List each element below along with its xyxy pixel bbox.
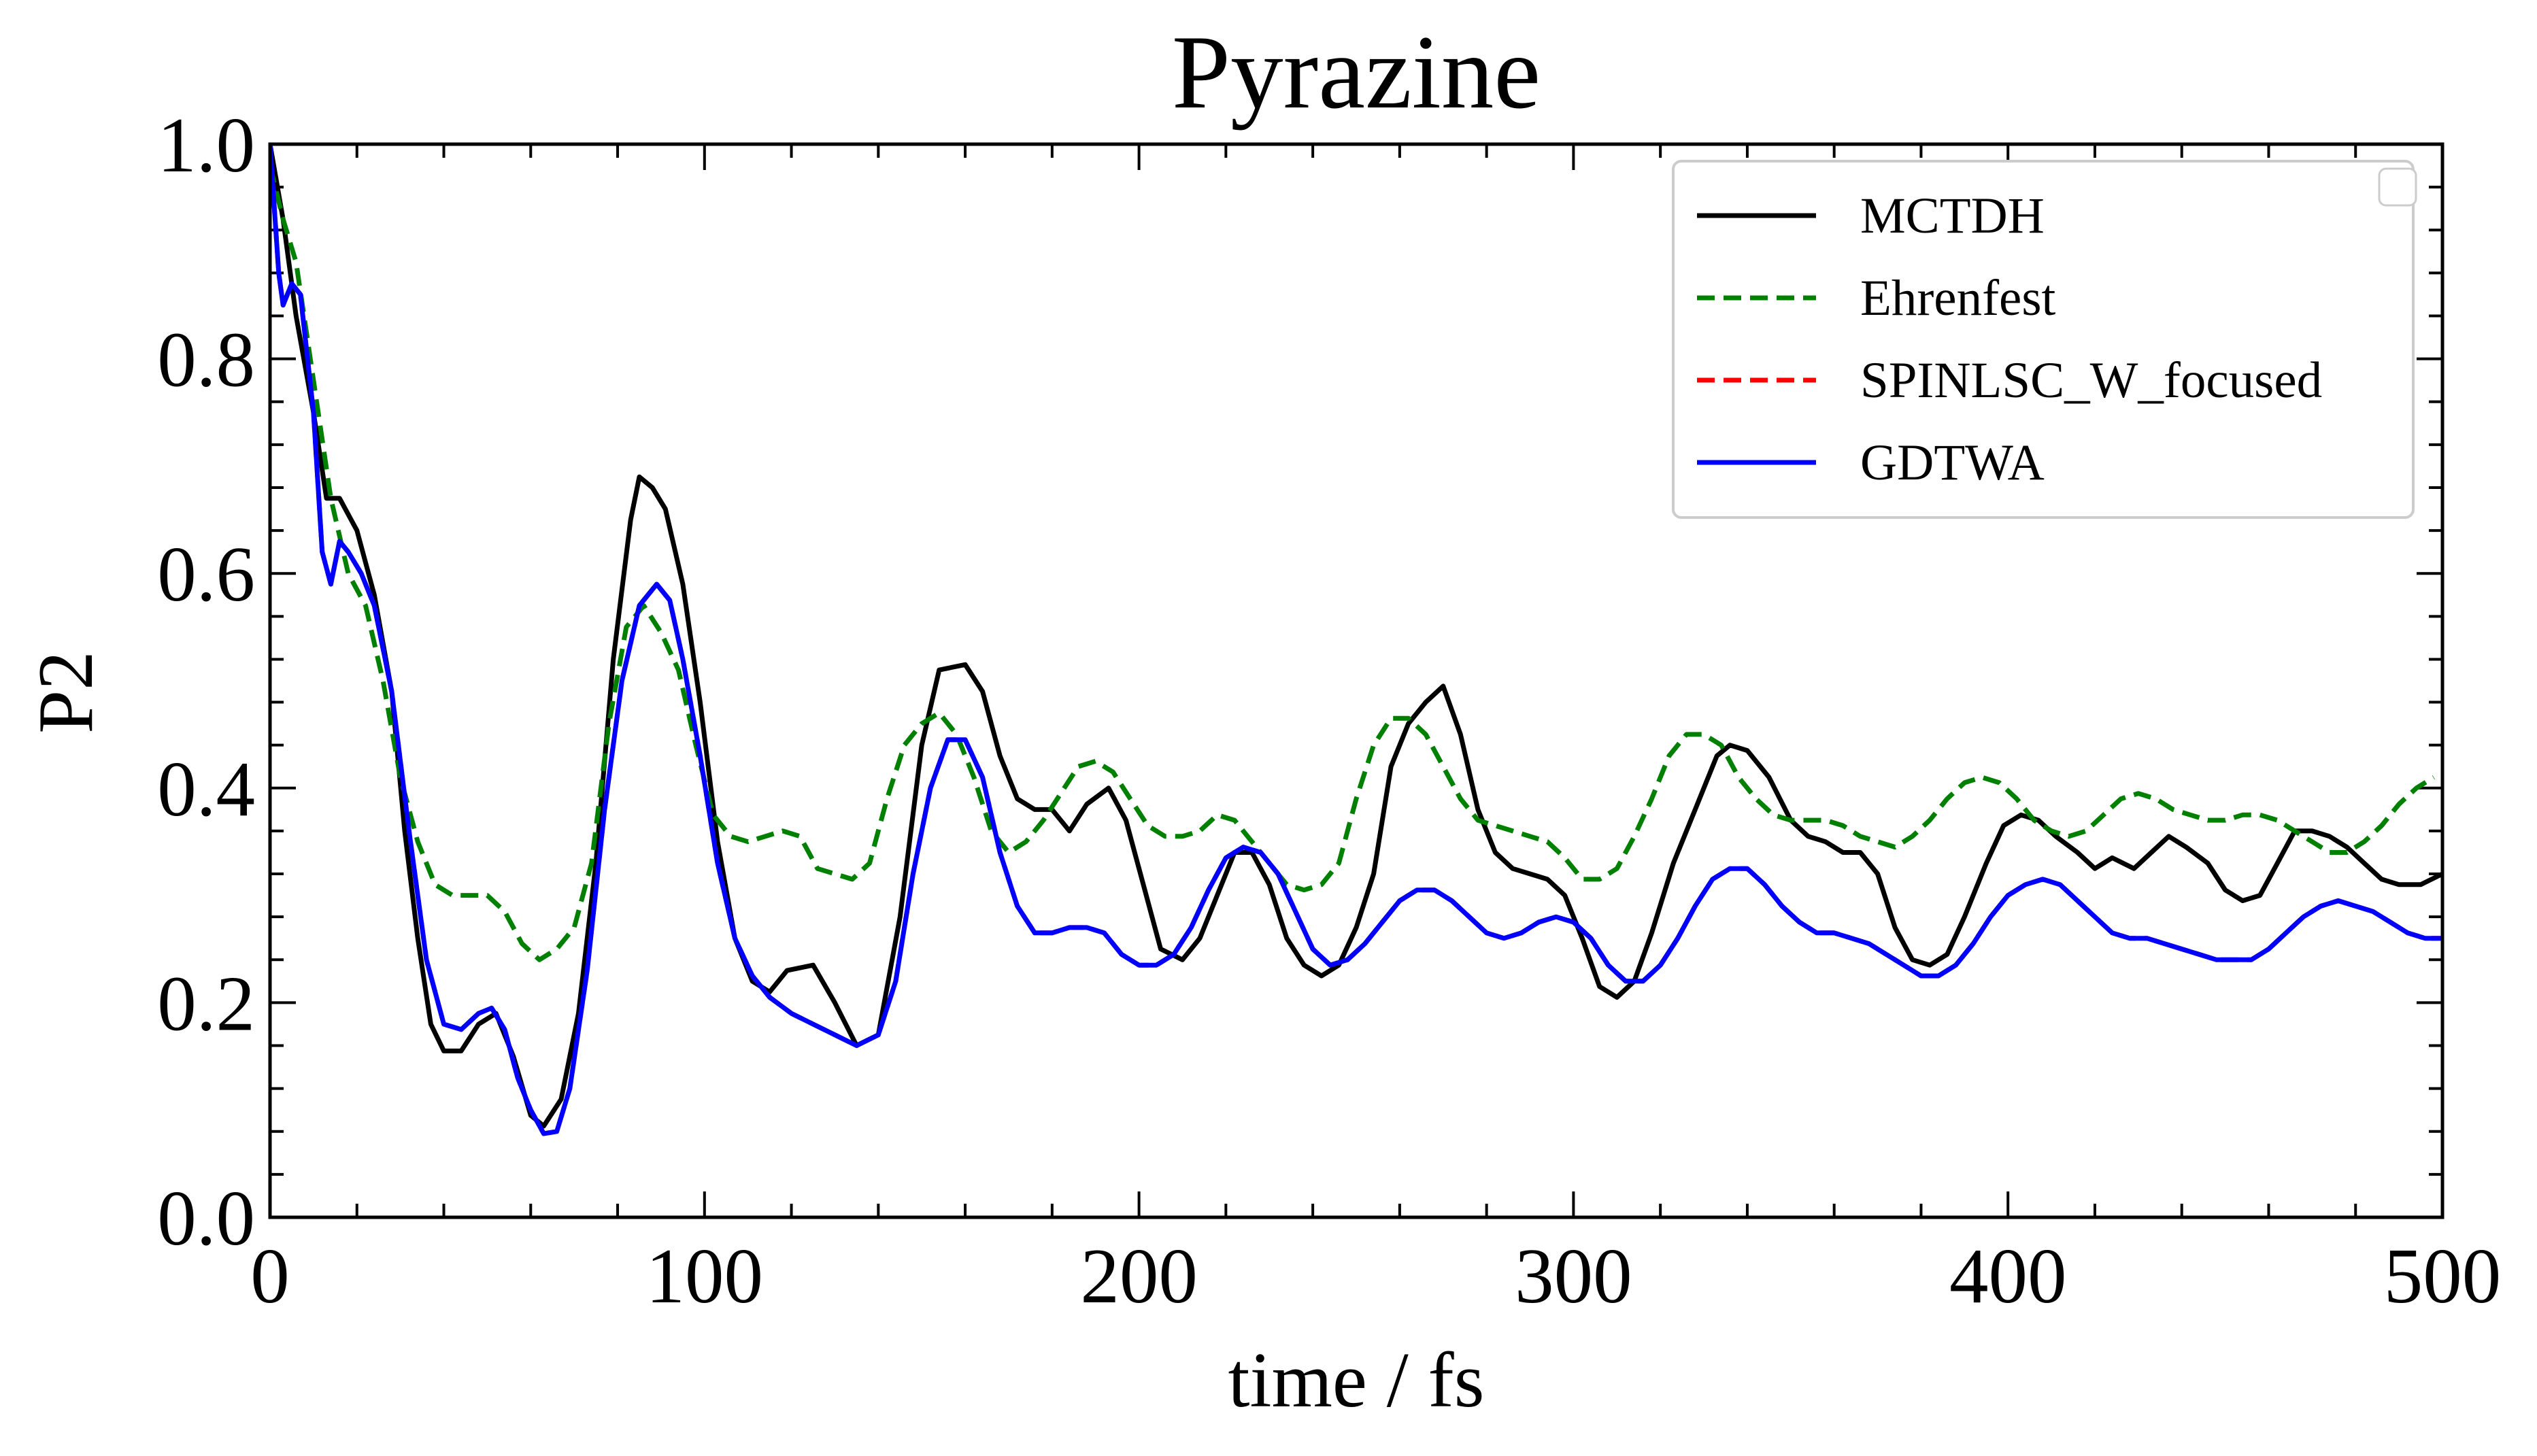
series-line-gdtwa — [270, 144, 2442, 1136]
x-tick-label: 500 — [2384, 1233, 2502, 1319]
y-tick-label: 0.4 — [157, 746, 255, 832]
y-tick-label: 0.8 — [157, 317, 255, 403]
series-layer — [270, 144, 2442, 1136]
chart-title: Pyrazine — [1172, 14, 1541, 131]
y-tick-label: 0.0 — [157, 1175, 255, 1262]
legend-label: SPINLSC_W_focused — [1860, 352, 2322, 409]
legend-empty-handle — [2378, 167, 2417, 207]
legend-box — [1672, 160, 2415, 519]
series-line-mctdh — [270, 144, 2442, 1129]
x-tick-label: 100 — [646, 1233, 764, 1319]
x-tick-label: 400 — [1949, 1233, 2067, 1319]
legend: MCTDH Ehrenfest SPINLSC_W_focused GDTWA — [1672, 160, 2417, 519]
x-tick-label: 300 — [1515, 1233, 1632, 1319]
legend-label: MCTDH — [1860, 188, 2045, 244]
y-tick-label: 1.0 — [157, 102, 255, 188]
series-line-ehrenfest — [270, 165, 2436, 962]
legend-label: GDTWA — [1860, 435, 2045, 491]
x-tick-label: 0 — [250, 1233, 290, 1319]
y-axis-label: P2 — [22, 651, 109, 733]
legend-label: Ehrenfest — [1860, 270, 2056, 326]
tick-labels: 0 100 200 300 400 500 0.0 0.2 0.4 0.6 0.8 1.0 — [157, 102, 2501, 1319]
y-tick-label: 0.6 — [157, 531, 255, 617]
plot-frame — [268, 142, 2444, 1219]
x-tick-label: 200 — [1080, 1233, 1198, 1319]
y-tick-label: 0.2 — [157, 960, 255, 1047]
x-axis-label: time / fs — [1228, 1337, 1485, 1423]
